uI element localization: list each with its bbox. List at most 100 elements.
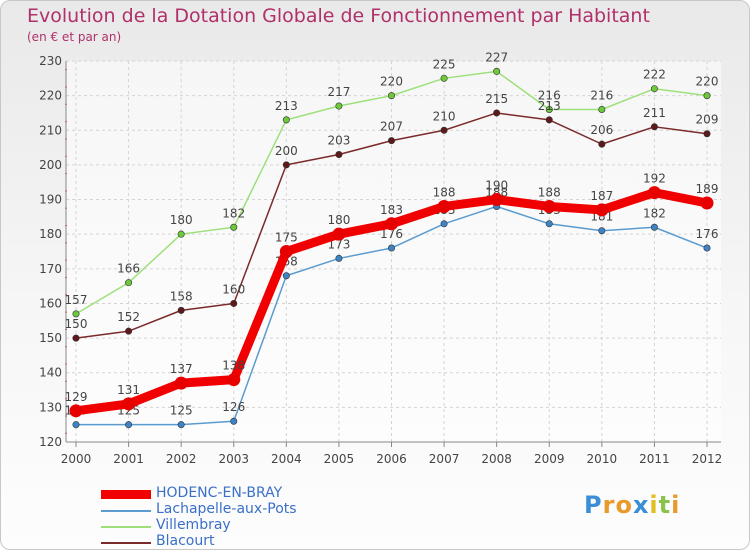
data-label-lachapelle-aux-pots: 126 <box>222 400 245 414</box>
y-tick-label: 220 <box>39 89 62 103</box>
data-label-blacourt: 211 <box>643 106 666 120</box>
data-point-villembray <box>387 92 395 100</box>
data-label-villembray: 217 <box>327 85 350 99</box>
data-label-villembray: 220 <box>696 75 719 89</box>
x-tick-label: 2006 <box>376 452 407 466</box>
data-point-hodenc-en-bray <box>542 199 556 213</box>
data-label-blacourt: 160 <box>222 282 245 296</box>
data-point-villembray <box>493 67 501 75</box>
data-point-lachapelle-aux-pots <box>230 417 238 425</box>
x-tick-label: 2007 <box>429 452 460 466</box>
legend-swatch <box>101 542 151 544</box>
y-tick-label: 140 <box>39 366 62 380</box>
data-point-villembray <box>125 279 133 287</box>
data-point-hodenc-en-bray <box>700 196 714 210</box>
plot-area <box>66 61 721 442</box>
data-point-villembray <box>282 116 290 124</box>
y-tick-label: 170 <box>39 262 62 276</box>
data-point-lachapelle-aux-pots <box>177 421 185 429</box>
data-point-lachapelle-aux-pots <box>125 421 133 429</box>
data-point-blacourt <box>177 306 185 314</box>
legend-swatch <box>101 490 151 499</box>
data-point-blacourt <box>387 137 395 145</box>
data-label-lachapelle-aux-pots: 176 <box>696 227 719 241</box>
data-label-blacourt: 200 <box>275 144 298 158</box>
data-point-hodenc-en-bray <box>122 397 136 411</box>
x-tick-label: 2004 <box>271 452 302 466</box>
data-label-blacourt: 207 <box>380 120 403 134</box>
chart-subtitle: (en € et par an) <box>27 30 122 44</box>
y-tick-label: 160 <box>39 296 62 310</box>
y-tick-label: 180 <box>39 227 62 241</box>
data-point-hodenc-en-bray <box>69 404 83 418</box>
data-label-hodenc-en-bray: 188 <box>433 185 456 199</box>
data-point-lachapelle-aux-pots <box>598 227 606 235</box>
logo-letter: x <box>632 491 650 519</box>
data-label-lachapelle-aux-pots: 176 <box>380 227 403 241</box>
data-point-hodenc-en-bray <box>385 217 398 231</box>
proxiti-logo: Proxiti <box>584 491 680 519</box>
data-label-villembray: 157 <box>65 293 88 307</box>
data-point-blacourt <box>493 109 501 117</box>
data-label-hodenc-en-bray: 187 <box>590 189 613 203</box>
data-label-villembray: 222 <box>643 68 666 82</box>
data-label-hodenc-en-bray: 189 <box>696 182 719 196</box>
x-tick-label: 2002 <box>166 452 197 466</box>
data-point-blacourt <box>282 161 290 169</box>
data-point-villembray <box>72 310 80 318</box>
data-point-blacourt <box>335 151 343 159</box>
data-point-hodenc-en-bray <box>279 245 293 258</box>
data-label-villembray: 216 <box>538 88 561 102</box>
y-tick-label: 200 <box>39 158 62 172</box>
x-tick-label: 2001 <box>113 452 144 466</box>
data-point-hodenc-en-bray <box>437 199 451 213</box>
data-point-lachapelle-aux-pots <box>335 254 343 262</box>
data-label-villembray: 225 <box>433 57 456 71</box>
data-label-blacourt: 158 <box>170 289 193 303</box>
chart-title: Evolution de la Dotation Globale de Fonc… <box>27 5 650 27</box>
data-label-hodenc-en-bray: 131 <box>117 383 140 397</box>
x-tick-label: 2010 <box>587 452 618 466</box>
data-point-lachapelle-aux-pots <box>650 223 658 231</box>
data-point-villembray <box>545 105 553 113</box>
data-label-hodenc-en-bray: 190 <box>485 179 508 193</box>
data-label-blacourt: 152 <box>117 310 140 324</box>
legend-label: Lachapelle-aux-Pots <box>156 501 297 517</box>
data-point-blacourt <box>440 126 448 134</box>
data-point-hodenc-en-bray <box>647 186 661 200</box>
data-label-villembray: 220 <box>380 75 403 89</box>
data-point-villembray <box>440 74 448 82</box>
legend-label: Blacourt <box>156 533 215 549</box>
data-label-hodenc-en-bray: 192 <box>643 172 666 186</box>
data-point-blacourt <box>72 334 80 342</box>
data-point-blacourt <box>598 140 606 148</box>
data-point-lachapelle-aux-pots <box>545 220 553 228</box>
x-tick-label: 2011 <box>639 452 670 466</box>
x-tick-label: 2008 <box>481 452 512 466</box>
data-label-blacourt: 206 <box>590 123 613 137</box>
data-point-hodenc-en-bray <box>595 203 609 217</box>
data-point-blacourt <box>125 327 133 335</box>
data-point-hodenc-en-bray <box>174 376 188 390</box>
data-point-villembray <box>177 230 185 238</box>
data-point-hodenc-en-bray <box>490 193 504 207</box>
y-tick-label: 150 <box>39 331 62 345</box>
data-point-blacourt <box>230 299 238 307</box>
data-label-villembray: 180 <box>170 213 193 227</box>
data-label-lachapelle-aux-pots: 182 <box>643 206 666 220</box>
logo-letter: i <box>671 491 681 519</box>
x-tick-label: 2003 <box>218 452 249 466</box>
data-label-hodenc-en-bray: 180 <box>327 213 350 227</box>
data-point-hodenc-en-bray <box>227 373 241 387</box>
data-point-villembray <box>703 92 711 100</box>
x-tick-label: 2000 <box>61 452 92 466</box>
data-label-blacourt: 203 <box>327 134 350 148</box>
logo-letter: t <box>658 491 672 519</box>
data-point-blacourt <box>703 130 711 138</box>
legend-label: HODENC-EN-BRAY <box>156 485 283 501</box>
x-tick-label: 2009 <box>534 452 565 466</box>
x-tick-label: 2012 <box>692 452 723 466</box>
data-label-villembray: 182 <box>222 206 245 220</box>
data-label-hodenc-en-bray: 138 <box>222 359 245 373</box>
